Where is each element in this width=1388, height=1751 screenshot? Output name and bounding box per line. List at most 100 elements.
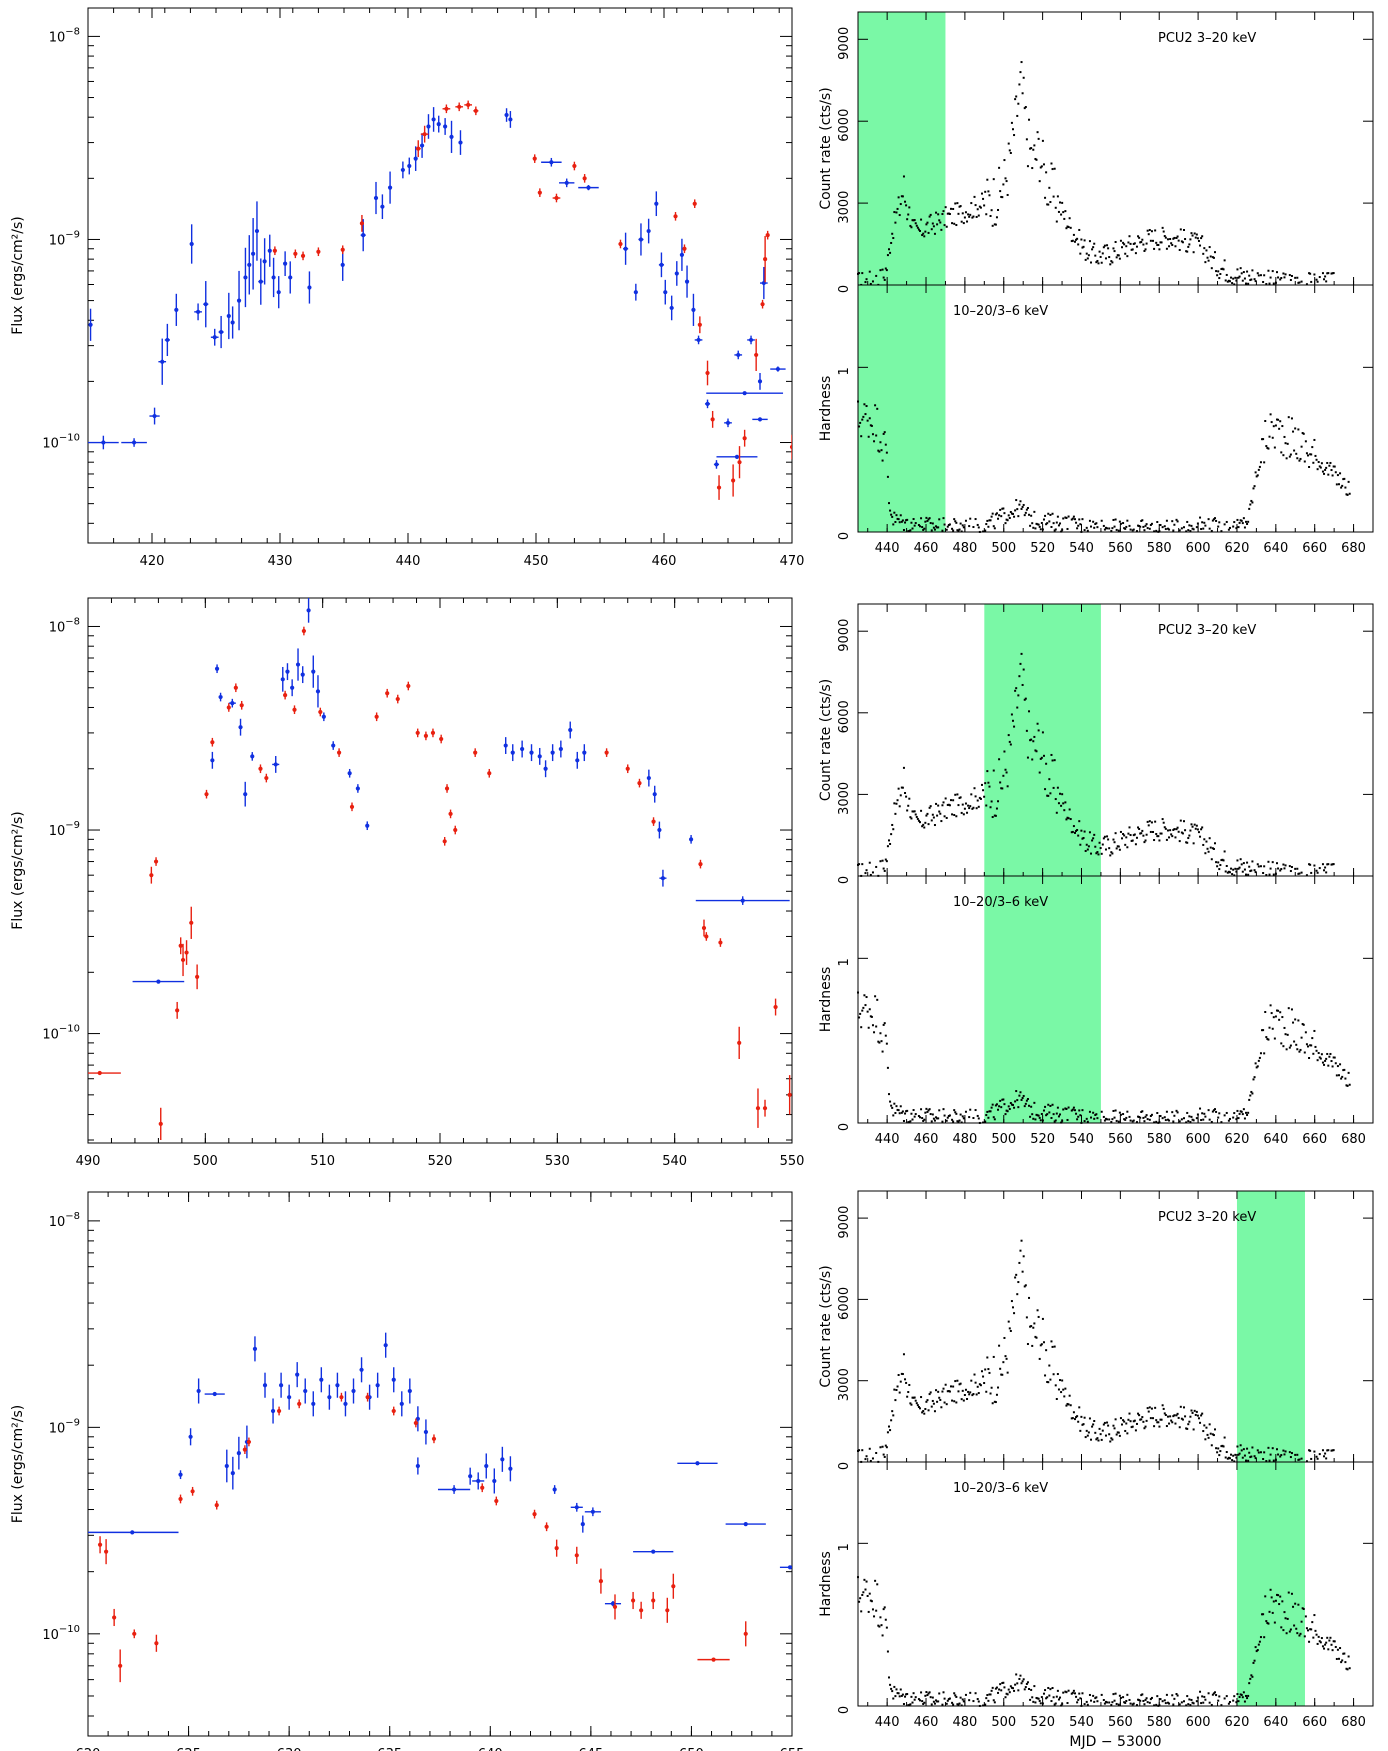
light-curve-point <box>1140 1110 1143 1113</box>
light-curve-point <box>1129 1119 1132 1122</box>
y-tick-label: 10−10 <box>42 433 80 452</box>
light-curve-point <box>1124 527 1127 530</box>
light-curve-point <box>1118 520 1121 523</box>
y-tick-label: 0 <box>837 285 852 293</box>
light-curve-point <box>1100 1110 1103 1113</box>
light-curve-point <box>992 769 995 772</box>
light-curve-point <box>1225 520 1228 523</box>
light-curve-point <box>1203 1112 1206 1115</box>
light-curve-point <box>1303 1051 1306 1054</box>
light-curve-point <box>1102 246 1105 249</box>
light-curve-point <box>902 528 905 531</box>
light-curve-point <box>895 1105 898 1108</box>
light-curve-point <box>1208 527 1211 530</box>
light-curve-point <box>1122 522 1125 525</box>
light-curve-point <box>1303 1635 1306 1638</box>
y-tick-label: 10−9 <box>49 229 80 248</box>
light-curve-point <box>1171 1694 1174 1697</box>
data-point <box>307 271 312 304</box>
light-curve-point <box>1116 1431 1119 1434</box>
light-curve-point <box>1244 520 1247 523</box>
y-axis-label: Count rate (cts/s) <box>818 87 834 209</box>
light-curve-point <box>1029 739 1032 742</box>
light-curve-point <box>993 1118 996 1121</box>
light-curve-point <box>1275 418 1278 421</box>
x-tick-label: 660 <box>1302 1715 1327 1730</box>
light-curve-point <box>1145 1114 1148 1117</box>
point-marker <box>413 156 418 161</box>
point-marker <box>679 252 685 257</box>
light-curve-point <box>1044 514 1047 517</box>
light-curve-point <box>983 795 986 798</box>
light-curve-point <box>1013 1689 1016 1692</box>
light-curve-point <box>1216 1451 1219 1454</box>
light-curve-point <box>1025 1316 1028 1319</box>
light-curve-point <box>1036 722 1039 725</box>
light-curve-point <box>1340 1661 1343 1664</box>
light-curve-point <box>1001 507 1004 510</box>
data-point <box>654 191 659 217</box>
light-curve-point <box>1078 228 1081 231</box>
light-curve-point <box>964 1693 967 1696</box>
light-curve-point <box>871 280 874 283</box>
light-curve-point <box>1096 1700 1099 1703</box>
data-point <box>544 1522 549 1532</box>
data-point <box>210 737 215 747</box>
light-curve-point <box>879 1446 882 1449</box>
light-curve-point <box>1156 520 1159 523</box>
data-point <box>439 734 444 744</box>
y-tick-label: 3000 <box>837 782 852 815</box>
light-curve-point <box>1022 1094 1025 1097</box>
light-curve-point <box>911 1701 914 1704</box>
light-curve-point <box>1124 1701 1127 1704</box>
light-curve-point <box>1021 1096 1024 1099</box>
point-marker <box>415 730 420 736</box>
data-point <box>365 1392 370 1402</box>
light-curve-point <box>1305 283 1308 286</box>
light-curve-point <box>1002 774 1005 777</box>
light-curve-point <box>1052 1696 1055 1699</box>
light-curve-point <box>861 1449 864 1452</box>
light-curve-point <box>1145 523 1148 526</box>
point-marker <box>552 1487 557 1492</box>
light-curve-point <box>1294 1018 1297 1021</box>
light-curve-point <box>885 1626 888 1629</box>
light-curve-point <box>984 1120 987 1123</box>
light-curve-point <box>1020 61 1023 64</box>
point-marker <box>698 862 703 867</box>
light-curve-point <box>1068 217 1071 220</box>
light-curve-point <box>937 526 940 529</box>
light-curve-point <box>893 802 896 805</box>
data-point <box>407 1378 412 1404</box>
light-curve-point <box>890 241 893 244</box>
light-curve-point <box>994 814 997 817</box>
light-curve-point <box>1274 424 1277 427</box>
light-curve-point <box>1021 505 1024 508</box>
light-curve-point <box>1318 465 1321 468</box>
light-curve-point <box>1055 220 1058 223</box>
light-curve-point <box>954 1111 957 1114</box>
light-curve-point <box>1176 826 1179 829</box>
light-curve-point <box>1206 1433 1209 1436</box>
data-point <box>431 1434 437 1444</box>
light-curve-point <box>1032 1700 1035 1703</box>
point-marker <box>224 1463 229 1469</box>
light-curve-point <box>1189 829 1192 832</box>
light-curve-point <box>878 1625 881 1628</box>
light-curve-point <box>1077 1115 1080 1118</box>
light-curve-point <box>891 1410 894 1413</box>
highlight-band <box>1236 1462 1305 1706</box>
light-curve-point <box>1244 1694 1247 1697</box>
light-curve-point <box>1299 457 1302 460</box>
light-curve-point <box>946 1116 949 1119</box>
light-curve-point <box>1149 830 1152 833</box>
light-curve-point <box>1072 1411 1075 1414</box>
data-point <box>436 115 441 133</box>
light-curve-point <box>912 518 915 521</box>
data-point <box>164 323 170 357</box>
point-marker <box>748 337 754 343</box>
light-curve-point <box>1284 442 1287 445</box>
light-curve-point <box>1332 1056 1335 1059</box>
light-curve-point <box>1324 468 1327 471</box>
point-marker <box>214 666 220 671</box>
